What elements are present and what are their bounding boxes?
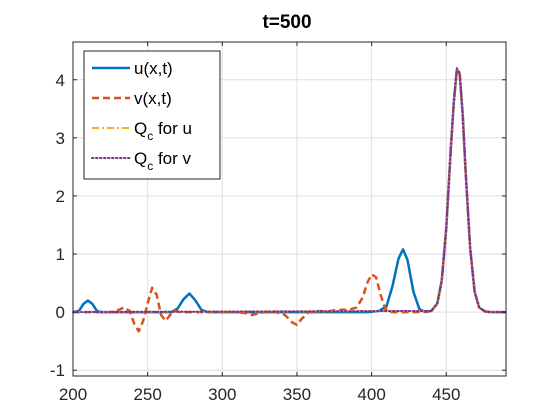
- legend-label-4: Qc for v: [134, 149, 192, 173]
- y-tick-label: 4: [56, 71, 65, 90]
- y-tick-label: -1: [50, 361, 65, 380]
- legend-label-main: u(x,t): [134, 59, 173, 78]
- chart-title: t=500: [262, 12, 311, 33]
- legend-box: [83, 50, 221, 180]
- axes-box: [72, 41, 507, 377]
- legend: u(x,t)v(x,t)Qc for uQc for v: [83, 50, 221, 180]
- legend-label-main: v(x,t): [134, 89, 172, 108]
- x-tick-label: 250: [133, 385, 161, 404]
- x-tick-label: 400: [357, 385, 385, 404]
- legend-label-rest: for u: [153, 119, 192, 138]
- ticks: 200 250 300 350 400 450 -1 0 1 2 3 4: [50, 42, 506, 404]
- legend-label-1: u(x,t): [134, 59, 173, 78]
- series-line-4: [72, 67, 507, 314]
- plot-lines: [72, 67, 507, 333]
- x-tick-label: 450: [432, 385, 460, 404]
- y-tick-label: 2: [56, 187, 65, 206]
- legend-label-3: Qc for u: [134, 119, 192, 143]
- x-tick-label: 350: [283, 385, 311, 404]
- legend-label-main: Q: [134, 119, 147, 138]
- y-tick-label: 0: [56, 303, 65, 322]
- y-tick-label: 1: [56, 245, 65, 264]
- legend-label-2: v(x,t): [134, 89, 172, 108]
- x-tick-label: 300: [208, 385, 236, 404]
- legend-label-subscript: c: [147, 159, 153, 173]
- legend-label-rest: for v: [153, 149, 191, 168]
- x-tick-label: 200: [59, 385, 87, 404]
- legend-label-subscript: c: [147, 129, 153, 143]
- y-tick-label: 3: [56, 129, 65, 148]
- legend-label-main: Q: [134, 149, 147, 168]
